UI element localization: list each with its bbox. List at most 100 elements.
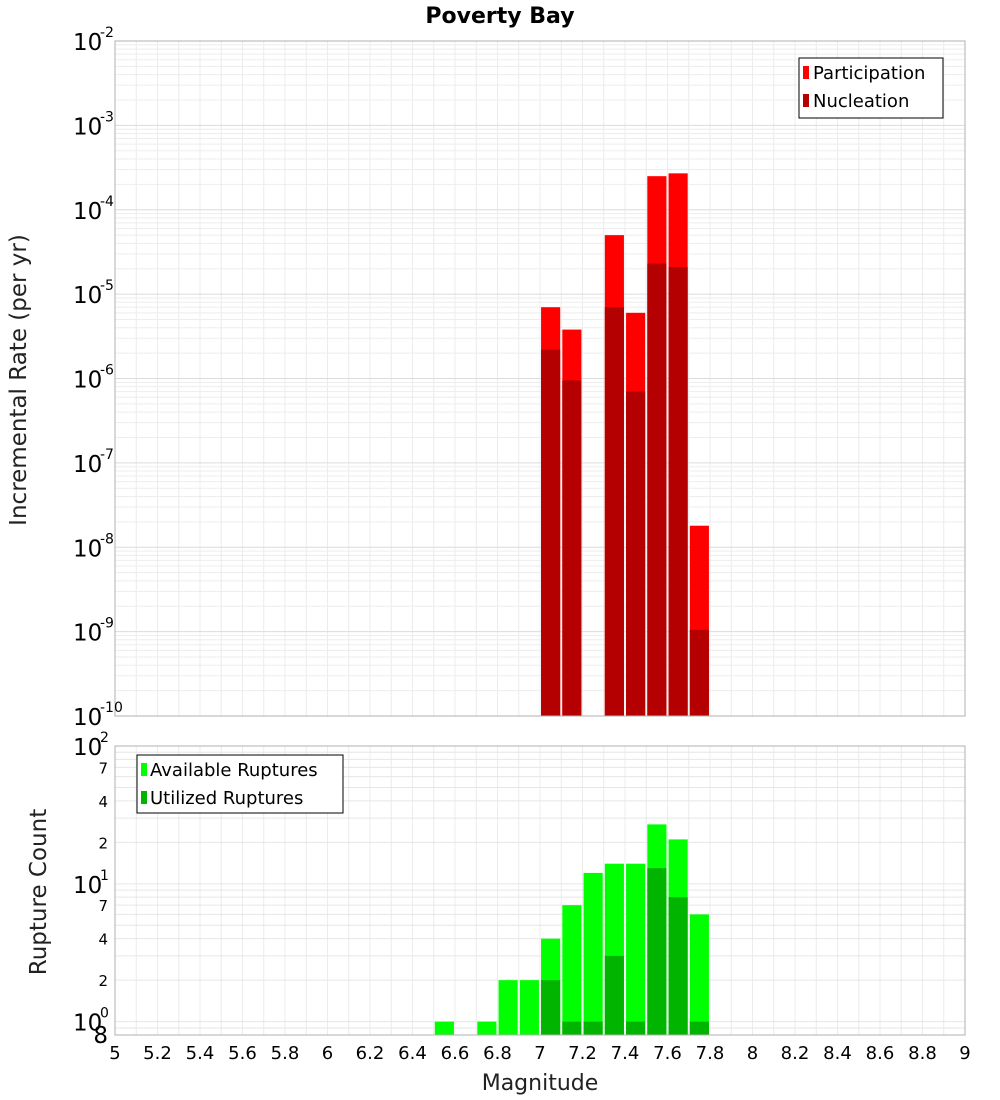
magnitude-x-tick-label: 5.4 <box>186 1043 215 1064</box>
count-y-tick-label: 10 <box>73 1011 102 1037</box>
count-plot-frame <box>114 745 966 1036</box>
rate-y-tick-exponent: -3 <box>100 109 114 125</box>
chart-title: Poverty Bay <box>425 4 574 29</box>
rate-bar-nucleation <box>604 307 624 716</box>
magnitude-x-tick-label: 5.8 <box>271 1043 300 1064</box>
rate-grid <box>114 41 966 717</box>
rate-y-tick-label: 10 <box>73 536 102 562</box>
legend-label-participation: Participation <box>813 63 925 84</box>
rate-y-tick-label: 10 <box>73 114 102 140</box>
count-bar-utilized <box>604 955 624 1035</box>
rate-y-tick-label: 10 <box>73 368 102 394</box>
magnitude-x-tick-label: 8.2 <box>781 1043 810 1064</box>
count-y-axis-label: Rupture Count <box>26 809 52 975</box>
count-bars <box>434 824 709 1035</box>
magnitude-x-tick-label: 7.6 <box>653 1043 682 1064</box>
rate-y-tick-exponent: -7 <box>100 447 114 463</box>
count-bar-utilized <box>626 1021 646 1035</box>
magnitude-x-tick-label: 5.2 <box>143 1043 172 1064</box>
count-y-minor-tick-label: 7 <box>98 897 108 915</box>
rate-y-tick-label: 10 <box>73 283 102 309</box>
rate-plot-frame <box>114 40 966 717</box>
magnitude-x-tick-label: 6.6 <box>441 1043 470 1064</box>
count-y-tick-label: 10 <box>73 735 102 761</box>
count-bar-utilized <box>583 1021 603 1035</box>
count-bar-available <box>519 980 539 1035</box>
count-bar-available <box>626 863 646 1035</box>
magnitude-x-ticks: 5 5.2 5.4 5.6 5.8 6 6.2 6.4 6.6 6.8 7 7.2 7.4 7.6 7.8 8… <box>109 1043 970 1064</box>
count-y-tick-label: 10 <box>73 873 102 899</box>
count-legend: Available Ruptures Utilized Ruptures <box>136 754 344 814</box>
magnitude-x-tick-label: 8 <box>747 1043 758 1064</box>
rate-bar-nucleation <box>647 263 667 716</box>
rate-y-tick-label: 10 <box>73 705 102 731</box>
magnitude-x-tick-label: 9 <box>959 1043 970 1064</box>
count-bar-available <box>434 1021 454 1035</box>
rate-y-tick-exponent: -2 <box>100 25 114 41</box>
rate-legend-box <box>798 57 944 119</box>
magnitude-x-tick-label: 5.6 <box>228 1043 257 1064</box>
rate-y-tick-label: 10 <box>73 30 102 56</box>
magnitude-x-axis-label: Magnitude <box>482 1071 599 1096</box>
magnitude-x-tick-label: 8.4 <box>823 1043 852 1064</box>
magnitude-x-tick-label: 6.2 <box>356 1043 385 1064</box>
magnitude-x-tick-label: 7.2 <box>568 1043 597 1064</box>
magnitude-x-tick-label: 6 <box>322 1043 333 1064</box>
rate-y-tick-exponent: -9 <box>100 616 114 632</box>
rate-y-tick-label: 10 <box>73 199 102 225</box>
legend-label-utilized: Utilized Ruptures <box>150 788 303 809</box>
count-bar-available <box>689 914 709 1035</box>
rate-y-tick-exponent: -10 <box>100 700 123 716</box>
rate-y-tick-exponent: -4 <box>100 194 114 210</box>
rate-y-tick-label: 10 <box>73 452 102 478</box>
magnitude-x-tick-label: 7 <box>534 1043 545 1064</box>
count-y-tick-exponent: 2 <box>100 730 109 746</box>
magnitude-x-tick-label: 6.8 <box>483 1043 512 1064</box>
count-y-minor-tick-label: 4 <box>98 793 108 811</box>
rate-bar-nucleation <box>689 629 709 716</box>
rate-y-tick-exponent: -6 <box>100 363 114 379</box>
count-bar-available <box>562 905 582 1035</box>
count-legend-box <box>136 754 344 814</box>
magnitude-x-tick-label: 8.6 <box>866 1043 895 1064</box>
legend-label-nucleation: Nucleation <box>813 91 909 112</box>
legend-swatch-participation <box>803 66 809 79</box>
magnitude-x-tick-label: 7.4 <box>611 1043 640 1064</box>
rate-bar-nucleation <box>626 391 646 716</box>
magnitude-x-tick-label: 5 <box>109 1043 120 1064</box>
rate-y-tick-label: 10 <box>73 621 102 647</box>
rate-y-axis-label: Incremental Rate (per yr) <box>6 234 32 526</box>
rate-y-tick-exponent: -8 <box>100 531 114 547</box>
count-bar-available <box>477 1021 497 1035</box>
count-y-minor-tick-label: 2 <box>98 972 108 990</box>
count-y-tick-exponent: 0 <box>100 1006 109 1022</box>
count-bar-available <box>583 872 603 1035</box>
count-y-tick-exponent: 1 <box>100 868 109 884</box>
rate-legend: Participation Nucleation <box>798 57 944 119</box>
rate-bars <box>541 173 709 716</box>
count-bar-utilized <box>689 1021 709 1035</box>
count-y-minor-tick-label: 4 <box>98 931 108 949</box>
count-bar-utilized <box>562 1021 582 1035</box>
legend-swatch-available <box>141 763 147 776</box>
legend-label-available: Available Ruptures <box>150 760 318 781</box>
count-y-minor-tick-label: 7 <box>98 759 108 777</box>
legend-swatch-utilized <box>141 791 147 804</box>
count-bar-utilized <box>668 897 688 1035</box>
magnitude-x-tick-label: 6.4 <box>398 1043 427 1064</box>
count-bar-utilized <box>541 980 561 1035</box>
magnitude-x-tick-label: 8.8 <box>908 1043 937 1064</box>
rate-bar-nucleation <box>541 349 561 716</box>
rate-bar-nucleation <box>562 380 582 716</box>
count-bar-available <box>498 980 518 1035</box>
count-bar-utilized <box>647 868 667 1035</box>
rate-y-tick-exponent: -5 <box>100 278 114 294</box>
magnitude-x-tick-label: 7.8 <box>696 1043 725 1064</box>
count-y-minor-tick-label: 8 <box>93 1023 108 1049</box>
count-y-minor-tick-label: 2 <box>98 834 108 852</box>
